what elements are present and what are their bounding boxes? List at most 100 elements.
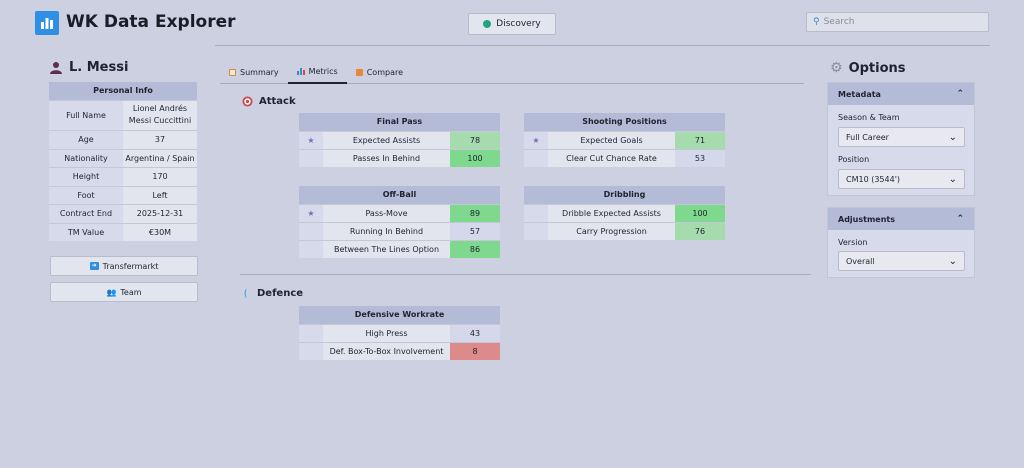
header-divider	[215, 45, 990, 46]
season-select[interactable]: Full Career ⌄	[838, 127, 965, 147]
table-row: Passes In Behind 100	[299, 148, 500, 167]
table-row: Carry Progression 76	[524, 221, 725, 240]
star-icon: ★	[299, 203, 323, 222]
tab-label: Metrics	[308, 66, 338, 76]
shield-icon	[244, 288, 247, 299]
table-row: ★ Expected Assists 78	[299, 130, 500, 149]
star-cell	[524, 221, 548, 240]
tab-metrics[interactable]: Metrics	[287, 60, 347, 84]
personal-info-table: Personal Info Full Name Lionel Andrés Mes…	[49, 82, 197, 241]
table-header: Final Pass	[299, 113, 500, 131]
metric-value: 78	[450, 130, 500, 149]
star-cell	[524, 148, 548, 167]
globe-icon	[483, 20, 492, 28]
metadata-header[interactable]: Metadata ⌃	[828, 83, 974, 105]
metric-value: 71	[675, 130, 725, 149]
metric-value: 89	[450, 203, 500, 222]
transfermarkt-button[interactable]: ➜ Transfermarkt	[50, 256, 198, 276]
adjustments-title: Adjustments	[838, 214, 895, 224]
chevron-up-icon: ⌃	[956, 214, 964, 224]
metadata-panel: Metadata ⌃ Season & Team Full Career ⌄ P…	[827, 82, 975, 196]
player-heading: L. Messi	[50, 60, 128, 75]
table-header: Dribbling	[524, 186, 725, 204]
metric-name: Passes In Behind	[323, 148, 450, 167]
bar-chart-icon	[296, 68, 305, 75]
star-cell	[299, 341, 323, 360]
info-value: €30M	[123, 222, 197, 241]
discovery-button[interactable]: Discovery	[468, 13, 556, 35]
adjustments-header[interactable]: Adjustments ⌃	[828, 208, 974, 230]
options-heading: ⚙ Options	[830, 60, 906, 76]
tab-compare[interactable]: Compare	[347, 60, 412, 84]
info-key: Height	[49, 166, 123, 186]
info-key: Full Name	[49, 99, 123, 130]
search-input[interactable]: ⚲ Search	[806, 12, 989, 32]
table-row: High Press 43	[299, 323, 500, 342]
version-select[interactable]: Overall ⌄	[838, 251, 965, 271]
table-header: Off-Ball	[299, 186, 500, 204]
tab-bar: Summary Metrics Compare	[220, 60, 804, 84]
metric-name: Pass-Move	[323, 203, 450, 222]
tab-label: Compare	[366, 67, 404, 77]
info-value: Left	[123, 185, 197, 204]
info-key: Foot	[49, 185, 123, 204]
defence-title: Defence	[257, 288, 304, 299]
table-header: Shooting Positions	[524, 113, 725, 131]
tab-summary[interactable]: Summary	[220, 60, 288, 84]
metric-value: 43	[450, 323, 500, 342]
info-value: Argentina / Spain	[123, 148, 197, 167]
gear-icon: ⚙	[830, 60, 843, 76]
position-select[interactable]: CM10 (3544') ⌄	[838, 169, 965, 189]
team-label: Team	[120, 287, 142, 297]
metric-value: 57	[450, 221, 500, 240]
info-value: 170	[123, 166, 197, 186]
adjustments-panel: Adjustments ⌃ Version Overall ⌄	[827, 207, 975, 278]
final-pass-table: Final Pass ★ Expected Assists 78 Passes In…	[299, 113, 500, 167]
position-value: CM10 (3544')	[846, 174, 901, 184]
metric-name: Expected Goals	[548, 130, 675, 149]
info-key: Contract End	[49, 203, 123, 223]
table-row: Def. Box-To-Box Involvement 8	[299, 341, 500, 360]
info-value: 2025-12-31	[123, 203, 197, 223]
info-key: TM Value	[49, 222, 123, 241]
metric-value: 53	[675, 148, 725, 167]
star-cell	[299, 148, 323, 167]
chevron-down-icon: ⌄	[948, 255, 957, 267]
team-button[interactable]: 👥 Team	[50, 282, 198, 302]
transfermarkt-label: Transfermarkt	[102, 261, 159, 271]
star-icon: ★	[299, 130, 323, 149]
metric-name: Between The Lines Option	[323, 239, 450, 258]
star-icon: ★	[524, 130, 548, 149]
table-row: Between The Lines Option 86	[299, 239, 500, 258]
info-key: Nationality	[49, 148, 123, 167]
team-icon: 👥	[106, 287, 117, 297]
metric-value: 100	[450, 148, 500, 167]
metric-name: High Press	[323, 323, 450, 342]
info-key: Age	[49, 129, 123, 149]
star-cell	[299, 221, 323, 240]
metric-name: Dribble Expected Assists	[548, 203, 675, 222]
section-divider	[240, 274, 811, 275]
discovery-label: Discovery	[496, 19, 541, 29]
star-cell	[524, 203, 548, 222]
defensive-workrate-table: Defensive Workrate High Press 43 Def. Box…	[299, 306, 500, 360]
season-value: Full Career	[846, 132, 889, 142]
star-cell	[299, 323, 323, 342]
table-row: ★ Pass-Move 89	[299, 203, 500, 222]
attack-title: Attack	[259, 96, 296, 107]
info-value: 37	[123, 129, 197, 149]
metric-name: Clear Cut Chance Rate	[548, 148, 675, 167]
metric-value: 100	[675, 203, 725, 222]
chevron-down-icon: ⌄	[948, 131, 957, 143]
target-icon	[242, 96, 253, 107]
table-row: Running In Behind 57	[299, 221, 500, 240]
external-link-icon: ➜	[89, 262, 99, 270]
metric-value: 86	[450, 239, 500, 258]
app-title: WK Data Explorer	[66, 12, 236, 32]
search-icon: ⚲	[813, 17, 820, 27]
app-logo-icon	[35, 11, 59, 35]
defence-heading: Defence	[242, 288, 303, 299]
shooting-positions-table: Shooting Positions ★ Expected Goals 71 Cle…	[524, 113, 725, 167]
player-name: L. Messi	[69, 60, 129, 75]
metric-name: Running In Behind	[323, 221, 450, 240]
